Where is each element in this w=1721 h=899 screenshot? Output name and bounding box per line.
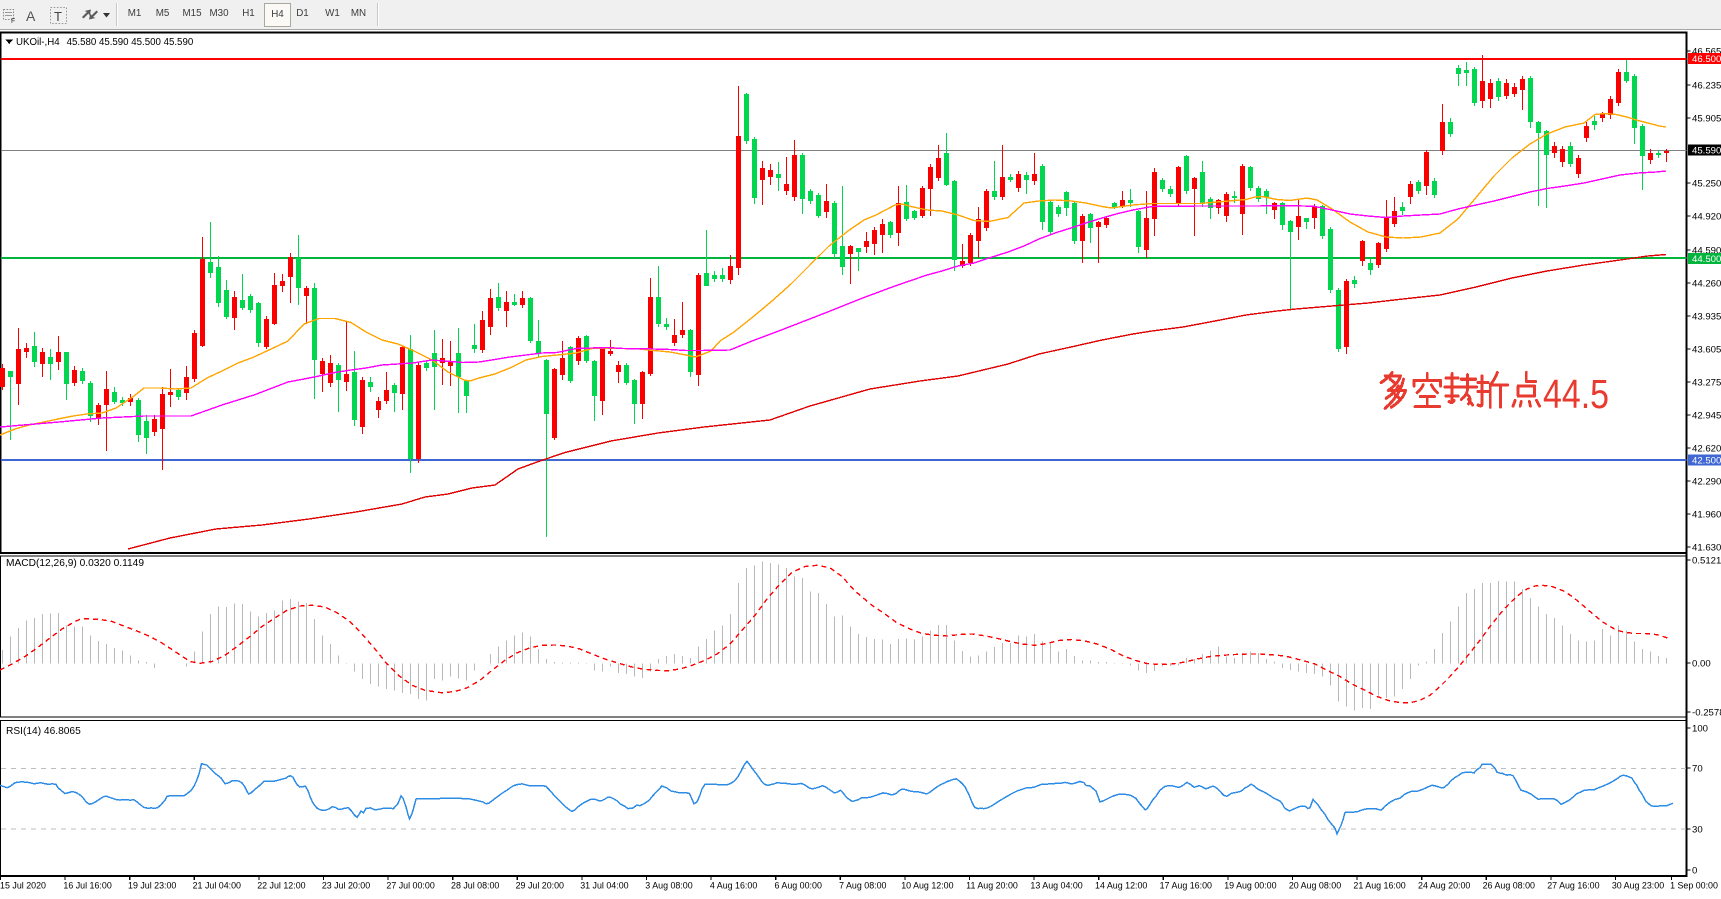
svg-text:-0.2578: -0.2578 — [1692, 708, 1721, 719]
svg-text:27 Jul 00:00: 27 Jul 00:00 — [386, 881, 434, 891]
svg-text:44.260: 44.260 — [1692, 279, 1721, 290]
svg-text:42.620: 42.620 — [1692, 444, 1721, 455]
svg-text:42.290: 42.290 — [1692, 477, 1721, 488]
svg-text:45.905: 45.905 — [1692, 114, 1721, 125]
svg-text:11 Aug 20:00: 11 Aug 20:00 — [966, 881, 1018, 891]
svg-text:RSI(14) 46.8065: RSI(14) 46.8065 — [6, 726, 81, 737]
svg-text:15 Jul 2020: 15 Jul 2020 — [0, 881, 46, 891]
svg-text:T: T — [54, 9, 62, 24]
svg-text:21 Jul 04:00: 21 Jul 04:00 — [193, 881, 241, 891]
svg-text:10 Aug 12:00: 10 Aug 12:00 — [901, 881, 953, 891]
svg-text:20 Aug 08:00: 20 Aug 08:00 — [1289, 881, 1341, 891]
svg-text:26 Aug 08:00: 26 Aug 08:00 — [1483, 881, 1535, 891]
svg-text:23 Jul 20:00: 23 Jul 20:00 — [322, 881, 370, 891]
svg-text:30: 30 — [1692, 825, 1703, 836]
svg-text:46.565: 46.565 — [1692, 47, 1721, 58]
svg-text:45.590: 45.590 — [1692, 146, 1721, 157]
svg-text:46.500: 46.500 — [1692, 54, 1721, 65]
svg-text:46.235: 46.235 — [1692, 81, 1721, 92]
svg-text:F: F — [11, 18, 15, 25]
svg-text:22 Jul 12:00: 22 Jul 12:00 — [257, 881, 305, 891]
svg-text:44.500: 44.500 — [1692, 254, 1721, 265]
svg-text:29 Jul 20:00: 29 Jul 20:00 — [516, 881, 564, 891]
svg-text:7 Aug 08:00: 7 Aug 08:00 — [839, 881, 886, 891]
svg-text:44.590: 44.590 — [1692, 246, 1721, 257]
svg-text:42.500: 42.500 — [1692, 456, 1721, 467]
svg-text:0.00: 0.00 — [1692, 659, 1711, 670]
svg-text:41.960: 41.960 — [1692, 510, 1721, 521]
svg-text:43.935: 43.935 — [1692, 312, 1721, 323]
svg-text:16 Jul 16:00: 16 Jul 16:00 — [63, 881, 111, 891]
svg-text:1 Sep 00:00: 1 Sep 00:00 — [1670, 881, 1718, 891]
svg-text:31 Jul 04:00: 31 Jul 04:00 — [580, 881, 628, 891]
svg-text:44.920: 44.920 — [1692, 212, 1721, 223]
svg-text:3 Aug 08:00: 3 Aug 08:00 — [645, 881, 692, 891]
svg-text:17 Aug 16:00: 17 Aug 16:00 — [1160, 881, 1212, 891]
svg-text:41.630: 41.630 — [1692, 543, 1721, 554]
svg-text:19 Aug 00:00: 19 Aug 00:00 — [1224, 881, 1276, 891]
svg-text:0.5121: 0.5121 — [1692, 556, 1721, 567]
svg-text:24 Aug 20:00: 24 Aug 20:00 — [1418, 881, 1470, 891]
svg-text:0: 0 — [1692, 866, 1697, 877]
svg-text:MACD(12,26,9) 0.0320 0.1149: MACD(12,26,9) 0.0320 0.1149 — [6, 558, 144, 569]
svg-text:13 Aug 04:00: 13 Aug 04:00 — [1030, 881, 1082, 891]
svg-text:43.605: 43.605 — [1692, 345, 1721, 356]
svg-text:4 Aug 16:00: 4 Aug 16:00 — [710, 881, 757, 891]
svg-text:100: 100 — [1692, 724, 1708, 735]
svg-text:A: A — [26, 8, 36, 24]
svg-text:14 Aug 12:00: 14 Aug 12:00 — [1095, 881, 1147, 891]
svg-text:45.250: 45.250 — [1692, 179, 1721, 190]
svg-text:30 Aug 23:00: 30 Aug 23:00 — [1612, 881, 1664, 891]
svg-text:42.945: 42.945 — [1692, 411, 1721, 422]
svg-text:19 Jul 23:00: 19 Jul 23:00 — [128, 881, 176, 891]
svg-text:21 Aug 16:00: 21 Aug 16:00 — [1353, 881, 1405, 891]
svg-text:44.5: 44.5 — [1543, 371, 1609, 417]
svg-text:6 Aug 00:00: 6 Aug 00:00 — [775, 881, 822, 891]
svg-text:27 Aug 16:00: 27 Aug 16:00 — [1547, 881, 1599, 891]
svg-text:43.275: 43.275 — [1692, 378, 1721, 389]
svg-text:28 Jul 08:00: 28 Jul 08:00 — [451, 881, 499, 891]
svg-text:70: 70 — [1692, 764, 1703, 775]
